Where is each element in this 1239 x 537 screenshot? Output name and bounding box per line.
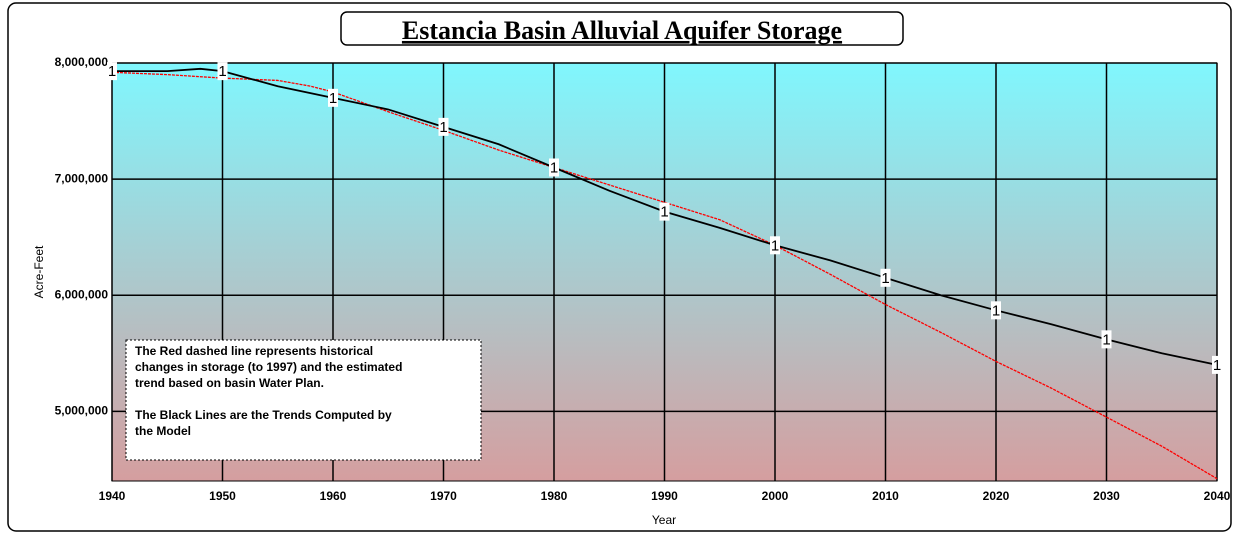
marker-label: 1 [992,302,1000,319]
x-tick-label: 1940 [99,489,126,503]
x-tick-label: 2000 [762,489,789,503]
marker-bg [1212,355,1222,374]
marker-bg [1101,330,1112,349]
marker-bg [217,62,228,81]
marker-label: 1 [881,270,889,287]
note-text: The Black Lines are the Trends Computed … [135,408,392,422]
marker-bg [328,88,338,107]
data-line [112,67,1218,366]
y-axis-label: Acre-Feet [32,245,46,298]
chart-title: Estancia Basin Alluvial Aquifer Storage [402,16,842,45]
marker-bg [549,158,559,177]
marker-label: 1 [660,204,668,221]
x-tick-label: 1990 [651,489,678,503]
x-tick-label: 1960 [320,489,347,503]
x-tick-label: 1970 [430,489,457,503]
note-box [125,339,482,461]
y-tick-label: 6,000,000 [55,287,109,301]
marker-label: 1 [1102,331,1110,348]
x-tick-label: 2040 [1204,489,1231,503]
marker-bg [991,301,1001,320]
marker-bg [438,117,449,136]
x-axis-label: Year [652,513,676,527]
marker-label: 1 [329,90,337,107]
y-tick-label: 5,000,000 [55,404,109,418]
marker-bg [107,62,117,81]
marker-bg [659,202,670,221]
marker-bg [770,236,780,255]
x-tick-label: 1950 [209,489,236,503]
note-text: the Model [135,424,191,438]
plot-border [111,62,1218,482]
marker-label: 1 [439,119,447,136]
x-tick-label: 2010 [872,489,899,503]
x-tick-label: 2020 [983,489,1010,503]
note-text: trend based on basin Water Plan. [135,376,324,390]
marker-label: 1 [1213,357,1221,374]
marker-bg [880,268,891,287]
marker-label: 1 [771,237,779,254]
marker-label: 1 [218,63,226,80]
x-tick-label: 1980 [541,489,568,503]
marker-label: 1 [108,63,116,80]
x-tick-label: 2030 [1093,489,1120,503]
title-box [340,11,904,46]
note-text: The Red dashed line represents historica… [135,344,373,358]
note-text: changes in storage (to 1997) and the est… [135,360,402,374]
y-tick-label: 8,000,000 [55,55,109,69]
marker-label: 1 [550,159,558,176]
y-tick-label: 7,000,000 [55,171,109,185]
data-line [111,71,1218,480]
